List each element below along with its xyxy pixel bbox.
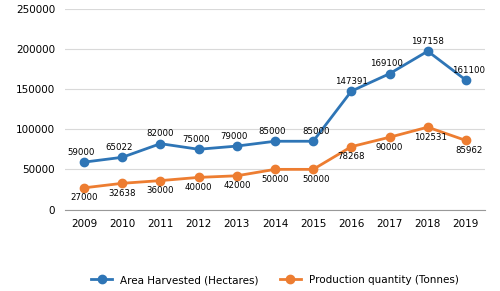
Text: 36000: 36000 [146, 186, 174, 195]
Production quantity (Tonnes) [158, 179, 164, 182]
Text: 27000: 27000 [70, 194, 98, 202]
Text: 75000: 75000 [182, 135, 210, 144]
Text: 50000: 50000 [302, 175, 330, 184]
Production quantity (Tonnes) [196, 176, 202, 179]
Text: 197158: 197158 [412, 37, 444, 46]
Text: 59000: 59000 [68, 148, 95, 157]
Text: 78268: 78268 [338, 152, 365, 161]
Text: 169100: 169100 [370, 59, 403, 68]
Production quantity (Tonnes) [272, 168, 278, 171]
Production quantity (Tonnes) [424, 125, 430, 129]
Text: 85000: 85000 [258, 127, 286, 136]
Text: 42000: 42000 [223, 181, 250, 190]
Production quantity (Tonnes) [81, 186, 87, 189]
Area Harvested (Hectares) [234, 144, 240, 148]
Area Harvested (Hectares) [272, 139, 278, 143]
Production quantity (Tonnes) [348, 145, 354, 148]
Area Harvested (Hectares) [348, 89, 354, 93]
Line: Production quantity (Tonnes): Production quantity (Tonnes) [80, 123, 470, 192]
Legend: Area Harvested (Hectares), Production quantity (Tonnes): Area Harvested (Hectares), Production qu… [87, 271, 463, 289]
Text: 102531: 102531 [414, 133, 447, 142]
Text: 65022: 65022 [106, 143, 133, 152]
Text: 85000: 85000 [302, 127, 330, 136]
Area Harvested (Hectares) [158, 142, 164, 146]
Production quantity (Tonnes) [463, 139, 469, 142]
Area Harvested (Hectares) [81, 160, 87, 164]
Area Harvested (Hectares) [424, 49, 430, 53]
Production quantity (Tonnes) [234, 174, 240, 178]
Text: 32638: 32638 [108, 189, 136, 198]
Text: 90000: 90000 [376, 143, 403, 152]
Line: Area Harvested (Hectares): Area Harvested (Hectares) [80, 47, 470, 166]
Text: 50000: 50000 [261, 175, 288, 184]
Area Harvested (Hectares) [196, 148, 202, 151]
Area Harvested (Hectares) [120, 156, 126, 159]
Text: 161100: 161100 [452, 65, 485, 74]
Area Harvested (Hectares) [310, 139, 316, 143]
Text: 82000: 82000 [146, 129, 174, 138]
Text: 40000: 40000 [185, 183, 212, 192]
Production quantity (Tonnes) [310, 168, 316, 171]
Text: 79000: 79000 [220, 132, 248, 141]
Area Harvested (Hectares) [386, 72, 392, 75]
Production quantity (Tonnes) [120, 182, 126, 185]
Text: 147391: 147391 [335, 77, 368, 86]
Text: 85962: 85962 [455, 146, 482, 155]
Production quantity (Tonnes) [386, 136, 392, 139]
Area Harvested (Hectares) [463, 78, 469, 82]
